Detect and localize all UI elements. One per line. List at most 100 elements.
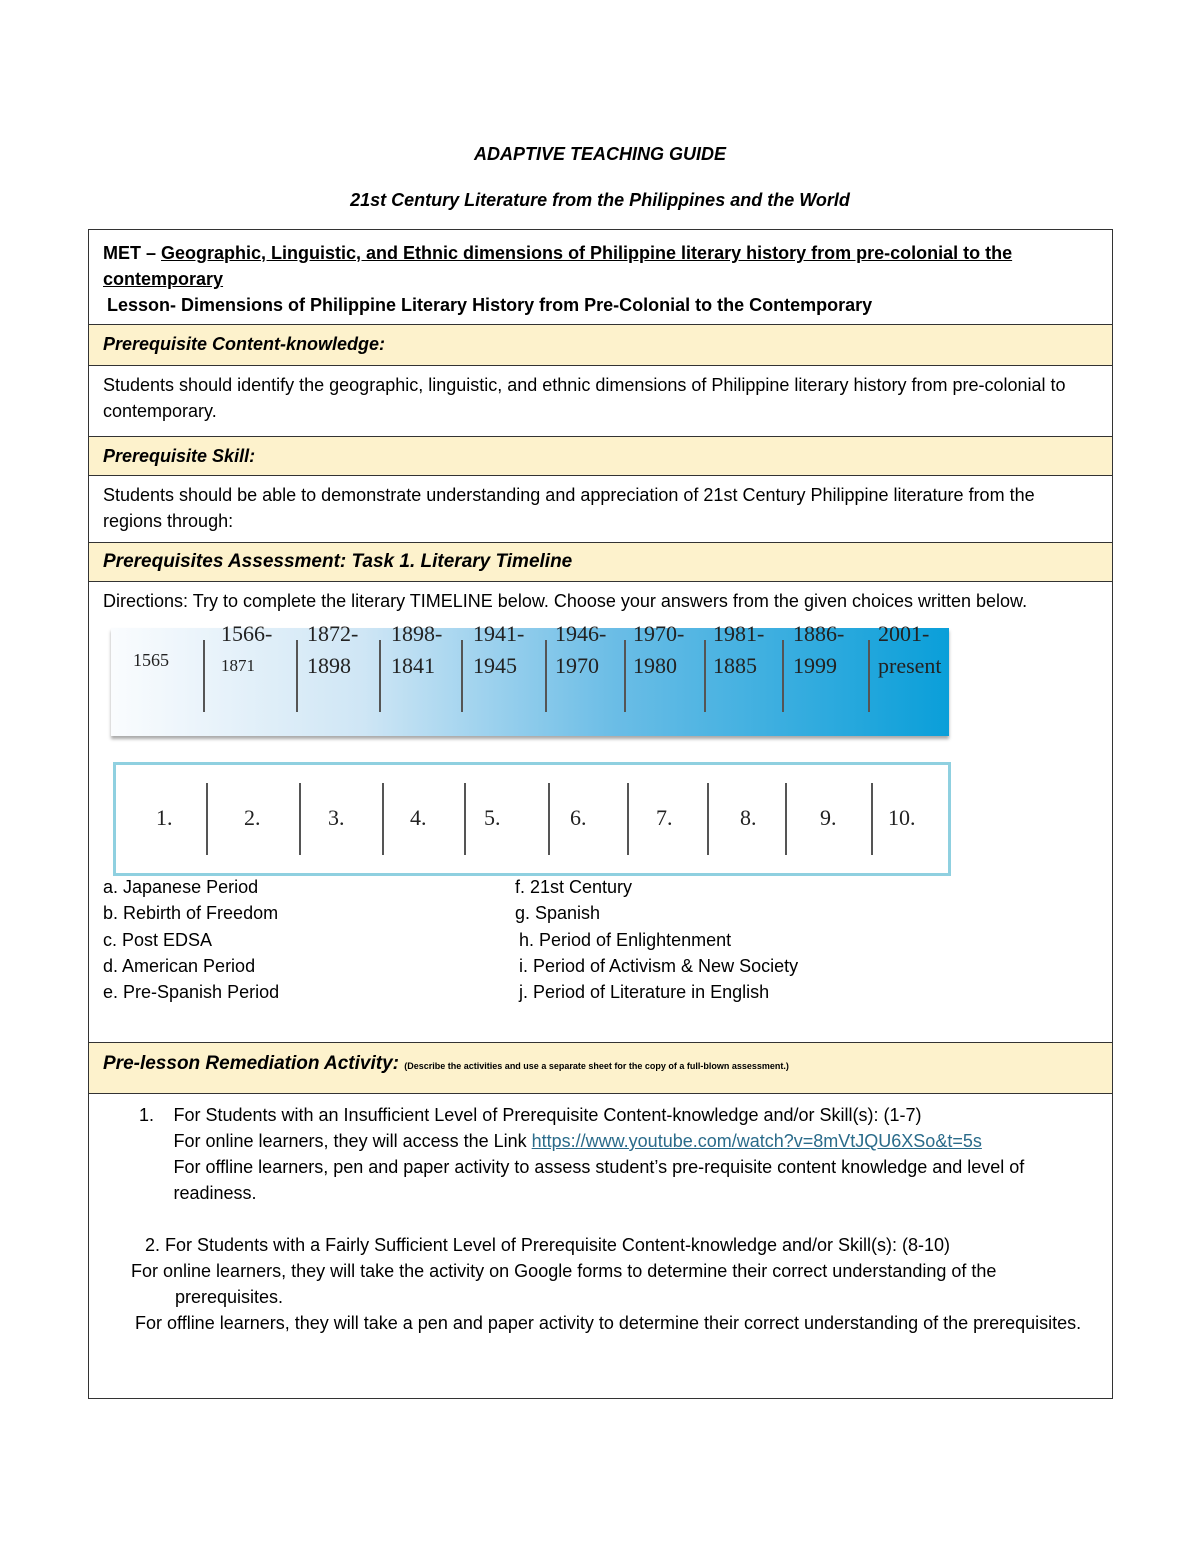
choice-item: h. Period of Enlightenment xyxy=(519,929,732,950)
timeline-period: 1872- 1898 xyxy=(307,618,358,682)
period-start: 1872- xyxy=(307,621,359,646)
answer-slot[interactable]: 5. xyxy=(484,805,501,830)
choice-item: c. Post EDSA xyxy=(103,929,213,950)
answer-slot[interactable]: 8. xyxy=(740,805,757,830)
guide-table: MET – Geographic, Linguistic, and Ethnic… xyxy=(88,229,1113,1399)
item-1-online: For online learners, they will access th… xyxy=(173,1131,532,1151)
answer-slot[interactable]: 6. xyxy=(570,805,587,830)
choice-item: d. American Period xyxy=(103,955,256,976)
assessment-header: Prerequisites Assessment: Task 1. Litera… xyxy=(88,542,1113,582)
answer-slot[interactable]: 3. xyxy=(328,805,345,830)
answer-slot[interactable]: 9. xyxy=(820,805,837,830)
period-start: 1898- xyxy=(391,621,443,646)
period-end: 1871 xyxy=(221,656,255,675)
remediation-header: Pre-lesson Remediation Activity: xyxy=(103,1053,399,1074)
answer-slot[interactable]: 4. xyxy=(410,805,427,830)
period-start: 2001- xyxy=(878,621,930,646)
timeline-period: 1941- 1945 xyxy=(473,618,524,682)
choice-item: f. 21st Century xyxy=(515,877,633,897)
timeline-period: 1566- 1871 xyxy=(221,618,272,682)
answer-divider xyxy=(382,783,384,855)
timeline-period: 1886- 1999 xyxy=(793,618,844,682)
literary-timeline: 1565 1566- 1871 1872- 1898 1898- 1841 1941- 1945… xyxy=(103,621,1098,1052)
choice-item: a. Japanese Period xyxy=(103,877,259,897)
item-2-online-text: For online learners, they will take the … xyxy=(131,1261,997,1307)
timeline-divider xyxy=(296,640,298,712)
timeline-period: 1981- 1885 xyxy=(713,618,764,682)
remediation-note: (Describe the activities and use a separ… xyxy=(404,1061,789,1071)
youtube-link[interactable]: https://www.youtube.com/watch?v=8mVtJQU6… xyxy=(531,1131,982,1151)
period-start: 1941- xyxy=(473,621,525,646)
period-end: 1898 xyxy=(307,653,351,678)
directions: Directions: Try to complete the literary… xyxy=(103,591,1028,611)
remediation-item-1: 1. For Students with an Insufficient Lev… xyxy=(103,1102,1098,1206)
content-knowledge-header: Prerequisite Content-knowledge: xyxy=(88,324,1113,366)
answer-divider xyxy=(206,783,208,855)
assessment-body: Directions: Try to complete the literary… xyxy=(88,581,1113,1043)
item-2-title: 2. For Students with a Fairly Sufficient… xyxy=(145,1235,951,1255)
doc-subtitle: 21st Century Literature from the Philipp… xyxy=(350,190,850,210)
period-start: 1981- xyxy=(713,621,765,646)
skill-header: Prerequisite Skill: xyxy=(88,436,1113,476)
timeline-period: 1946- 1970 xyxy=(555,618,606,682)
choices-list: a. Japanese Period b. Rebirth of Freedom c… xyxy=(103,874,1098,1004)
period-start: 1970- xyxy=(633,621,685,646)
period-end: 1841 xyxy=(391,653,435,678)
answer-divider xyxy=(299,783,301,855)
period-end: 1565 xyxy=(133,650,169,670)
timeline-period: 1565 xyxy=(133,618,169,676)
met-prefix: MET – xyxy=(103,243,162,263)
period-end: 1999 xyxy=(793,653,837,678)
timeline-divider xyxy=(868,640,870,712)
met-text: Geographic, Linguistic, and Ethnic dimen… xyxy=(103,243,1013,289)
period-end: present xyxy=(878,653,942,678)
answer-slot[interactable]: 10. xyxy=(888,805,916,830)
answer-slot[interactable]: 1. xyxy=(156,805,173,830)
lesson-title: Lesson- Dimensions of Philippine Literar… xyxy=(107,295,873,315)
content-knowledge-text: Students should identify the geographic,… xyxy=(88,365,1113,437)
met-cell: MET – Geographic, Linguistic, and Ethnic… xyxy=(88,229,1113,325)
timeline-years-bar: 1565 1566- 1871 1872- 1898 1898- 1841 1941- 1945… xyxy=(111,621,949,736)
answer-divider xyxy=(785,783,787,855)
answer-slot[interactable]: 2. xyxy=(244,805,261,830)
period-end: 1885 xyxy=(713,653,757,678)
choice-item: e. Pre-Spanish Period xyxy=(103,982,280,1003)
period-start: 1946- xyxy=(555,621,607,646)
period-end: 1970 xyxy=(555,653,599,678)
timeline-period: 1898- 1841 xyxy=(391,618,442,682)
answer-divider xyxy=(707,783,709,855)
choice-item: g. Spanish xyxy=(515,903,601,924)
timeline-divider xyxy=(461,640,463,712)
item-2-online: For online learners, they will take the … xyxy=(103,1258,1098,1310)
period-start: 1566- xyxy=(221,621,273,646)
item-1-number: 1. xyxy=(139,1105,155,1125)
item-2-offline: For offline learners, they will take a p… xyxy=(103,1310,1098,1336)
remediation-body: 1. For Students with an Insufficient Lev… xyxy=(88,1093,1113,1399)
answer-slot[interactable]: 7. xyxy=(656,805,673,830)
answer-divider xyxy=(627,783,629,855)
answer-divider xyxy=(548,783,550,855)
timeline-divider xyxy=(203,640,205,712)
remediation-header-cell: Pre-lesson Remediation Activity: (Descri… xyxy=(88,1042,1113,1094)
timeline-answer-box: 1. 2. 3. 4. 5. 6. 7. 8. 9. 10. xyxy=(113,762,951,876)
item-1-offline: For offline learners, pen and paper acti… xyxy=(173,1157,1025,1203)
timeline-divider xyxy=(624,640,626,712)
timeline-period: 1970- 1980 xyxy=(633,618,684,682)
timeline-divider xyxy=(379,640,381,712)
choice-item: b. Rebirth of Freedom xyxy=(103,903,279,924)
timeline-divider xyxy=(782,640,784,712)
choice-item: j. Period of Literature in English xyxy=(519,982,770,1003)
doc-title: ADAPTIVE TEACHING GUIDE xyxy=(473,144,727,164)
timeline-divider xyxy=(545,640,547,712)
timeline-period: 2001- present xyxy=(878,618,942,682)
answer-divider xyxy=(464,783,466,855)
item-1-title: For Students with an Insufficient Level … xyxy=(173,1105,922,1125)
period-start: 1886- xyxy=(793,621,845,646)
timeline-divider xyxy=(704,640,706,712)
item-2-offline-text: For offline learners, they will take a p… xyxy=(135,1313,1082,1333)
period-end: 1980 xyxy=(633,653,677,678)
period-end: 1945 xyxy=(473,653,517,678)
skill-text: Students should be able to demonstrate u… xyxy=(88,475,1113,543)
answer-divider xyxy=(871,783,873,855)
